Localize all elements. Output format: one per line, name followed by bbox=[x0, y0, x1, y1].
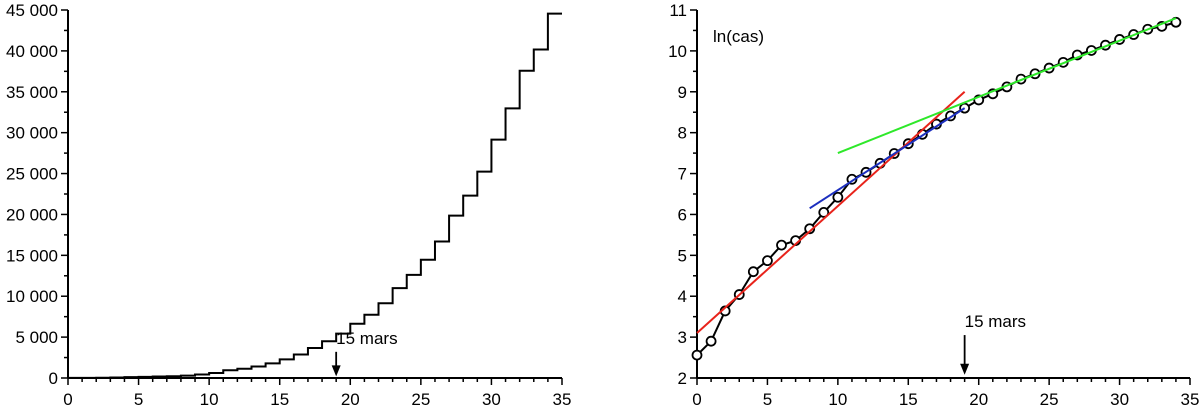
y-tick-label: 10 000 bbox=[6, 287, 58, 306]
y-tick-label: 35 000 bbox=[6, 83, 58, 102]
annotation-label: 15 mars bbox=[336, 329, 397, 348]
x-tick-label: 10 bbox=[200, 390, 219, 409]
y-tick-label: 30 000 bbox=[6, 124, 58, 143]
y-tick-label: 40 000 bbox=[6, 42, 58, 61]
x-tick-label: 15 bbox=[899, 390, 918, 409]
x-tick-label: 10 bbox=[828, 390, 847, 409]
y-tick-label: 7 bbox=[678, 165, 687, 184]
x-tick-label: 15 bbox=[270, 390, 289, 409]
y-tick-label: 0 bbox=[49, 369, 58, 388]
chart-cumulative-cases: 0 5 10 15 20 25 30 35 0 5 000 10 000 15 000 20 000 25… bbox=[6, 1, 571, 409]
data-point bbox=[747, 266, 759, 278]
x-tick-label: 35 bbox=[1181, 390, 1200, 409]
series-line-1 bbox=[696, 91, 966, 334]
data-point bbox=[776, 239, 787, 251]
y-tick-label: 5 000 bbox=[15, 328, 58, 347]
annotation-label: 15 mars bbox=[965, 312, 1026, 331]
x-tick-label: 30 bbox=[1110, 390, 1129, 409]
x-tick-label: 25 bbox=[1040, 390, 1059, 409]
data-point bbox=[691, 349, 703, 361]
y-tick-label: 5 bbox=[678, 246, 687, 265]
data-point bbox=[705, 335, 717, 347]
y-tick-label: 6 bbox=[678, 205, 687, 224]
series-line-0 bbox=[696, 21, 1177, 356]
x-tick-label: 20 bbox=[341, 390, 360, 409]
data-point bbox=[804, 223, 816, 235]
y-tick-label: 15 000 bbox=[6, 246, 58, 265]
y-tick-label: 10 bbox=[668, 42, 687, 61]
annotation-arrow-head bbox=[331, 365, 341, 377]
y-tick-label: 11 bbox=[669, 1, 687, 20]
annotation-arrow-head bbox=[960, 363, 970, 375]
y-tick-label: 4 bbox=[678, 287, 687, 306]
chart-log-cases: 0 5 10 15 20 25 30 35 2 3 4 5 6 7 8 9 10 11 ln(cas) 15 mars bbox=[668, 1, 1199, 409]
x-tick-label: 5 bbox=[763, 390, 772, 409]
x-tick-label: 0 bbox=[63, 390, 72, 409]
x-tick-label: 20 bbox=[969, 390, 988, 409]
series-line-0 bbox=[68, 12, 562, 379]
y-tick-label: 25 000 bbox=[6, 165, 58, 184]
y-axis-label: ln(cas) bbox=[713, 27, 764, 46]
y-tick-label: 2 bbox=[678, 369, 687, 388]
y-tick-label: 20 000 bbox=[6, 205, 58, 224]
data-point bbox=[762, 255, 773, 267]
x-tick-label: 25 bbox=[411, 390, 430, 409]
y-tick-label: 45 000 bbox=[6, 1, 58, 20]
series-line-3 bbox=[837, 17, 1177, 155]
data-point bbox=[832, 191, 844, 203]
x-tick-label: 0 bbox=[692, 390, 701, 409]
y-tick-label: 9 bbox=[678, 83, 687, 102]
x-tick-label: 30 bbox=[482, 390, 501, 409]
x-tick-label: 5 bbox=[134, 390, 143, 409]
series-line-2 bbox=[809, 107, 966, 210]
y-tick-label: 3 bbox=[678, 328, 687, 347]
data-point bbox=[818, 206, 830, 218]
y-tick-label: 8 bbox=[678, 124, 687, 143]
x-tick-label: 35 bbox=[553, 390, 572, 409]
